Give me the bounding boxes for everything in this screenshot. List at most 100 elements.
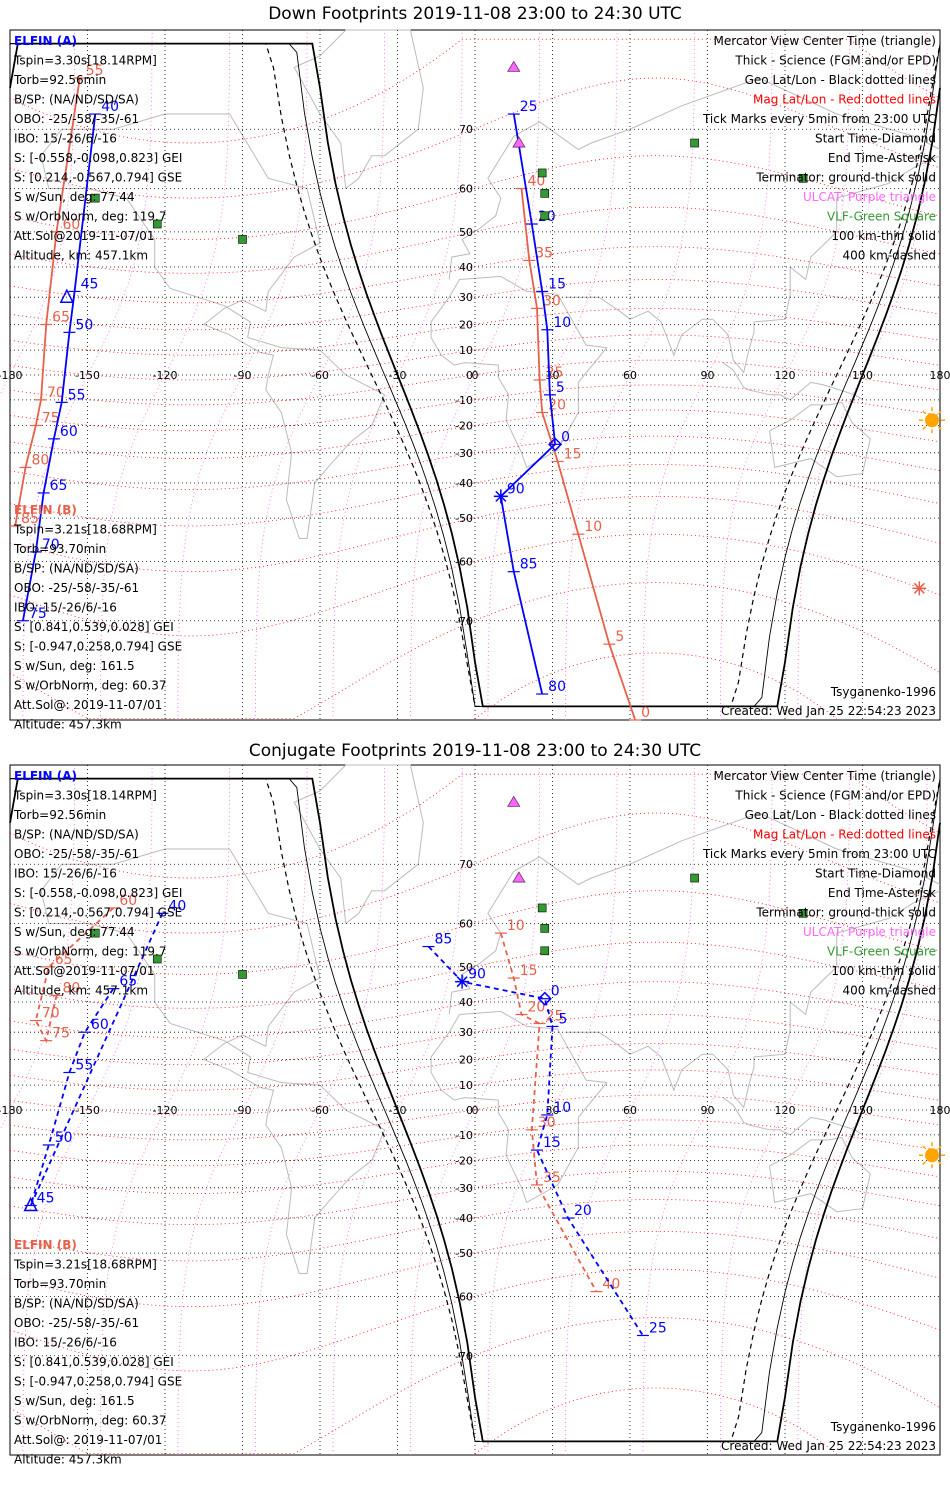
lat-tick-label: -20: [455, 419, 473, 432]
elfin-a-info-line: IBO: 15/-26/6/-16: [14, 867, 117, 881]
mag-lon-line: [410, 29, 540, 721]
elfin-a-info-line: Att.Sol@2019-11-07/01: [14, 964, 155, 978]
vlf-square: [690, 138, 699, 148]
elfin-a-info-line: Altitude, km: 457.1km: [14, 984, 148, 998]
elfin-b-info-line: Tspin=3.21s[18.68RPM]: [13, 1258, 157, 1272]
legend-entry: ULCAT: Purple triangle: [803, 925, 936, 939]
coastline: [40, 113, 386, 539]
elfin-a-track-minute-label: 0: [561, 429, 570, 445]
mag-lat-line: [9, 981, 941, 1039]
sun-icon: [925, 413, 939, 428]
legend-entry: Terminator: ground-thick solid: [755, 171, 936, 185]
mag-lat-line: [9, 1170, 941, 1226]
elfin-a-track-minute-label: 90: [468, 967, 486, 983]
mag-lon-line: [410, 764, 540, 1456]
coastline: [430, 275, 608, 469]
lon-tick-label: 60: [623, 369, 637, 382]
elfin-a-info-line: OBO: -25/-58/-35/-61: [14, 847, 139, 861]
elfin-a-track-minute-label: 85: [520, 557, 538, 573]
lat-tick-label: 30: [459, 1026, 473, 1039]
legend-entry: Start Time-Diamond: [815, 132, 936, 146]
elfin-b-info-line: Altitude: 457.3km: [14, 718, 122, 732]
elfin-b-track-west-minute-label: 65: [55, 952, 73, 968]
lon-tick-label: -120: [153, 369, 178, 382]
elfin-b-track-minute-label: 35: [543, 1170, 561, 1186]
center-triangle-marker: [59, 288, 75, 303]
elfin-b-track-minute-label: 40: [528, 174, 546, 190]
elfin-b-track-minute-label: 10: [507, 918, 525, 934]
elfin-a-info-line: Tspin=3.30s[18.14RPM]: [13, 54, 157, 68]
terminator-400km: [10, 778, 941, 1442]
model-label: Tsyganenko-1996: [830, 685, 936, 699]
lat-tick-label: 60: [459, 918, 473, 931]
mag-lon-line: [642, 29, 773, 721]
elfin-a-info-line: Att.Sol@2019-11-07/01: [14, 229, 155, 243]
elfin-a-info-line: S: [-0.558,-0.098,0.823] GEI: [14, 886, 182, 900]
legend-entry: End Time-Asterisk: [828, 886, 936, 900]
start-diamond-marker: [537, 991, 552, 1006]
elfin-a-track-west-minute-label: 70: [42, 537, 60, 553]
lon-tick-label: 0: [472, 1104, 479, 1117]
mag-lon-line: [487, 29, 618, 721]
down-footprints-map: -70-60-50-40-30-20-10010203040506070-180…: [0, 29, 950, 732]
elfin-a-title: ELFIN (A): [14, 769, 77, 783]
mag-lon-line: [487, 764, 618, 1456]
elfin-b-track-west-minute-label: 85: [21, 511, 39, 527]
lon-tick-label: -150: [75, 1104, 100, 1117]
legend-entry: Tick Marks every 5min from 23:00 UTC: [702, 847, 936, 861]
sun-ray: [922, 410, 927, 415]
elfin-b-track-minute-label: 0: [641, 705, 650, 721]
elfin-a-track-west-minute-label: 40: [168, 898, 186, 914]
elfin-a-info-line: Altitude, km: 457.1km: [14, 249, 148, 263]
vlf-square: [537, 168, 547, 178]
terminator-400km: [10, 43, 941, 707]
mag-lon-line: [565, 764, 695, 1456]
legend-entry: ULCAT: Purple triangle: [803, 190, 936, 204]
lon-tick-label: -180: [0, 369, 22, 382]
lat-tick-label: -10: [455, 394, 473, 407]
coastline: [40, 848, 386, 1274]
start-diamond-marker: [548, 437, 563, 452]
coastline: [769, 401, 871, 478]
elfin-b-track-minute-label: 30: [538, 1115, 556, 1131]
elfin-b-title: ELFIN (B): [14, 503, 77, 517]
elfin-a-title: ELFIN (A): [14, 34, 77, 48]
elfin-a-track-west-minute-label: 40: [101, 99, 119, 115]
elfin-b-track-west-minute-label: 80: [63, 980, 81, 996]
elfin-a-track-minute-label: 15: [543, 1135, 561, 1151]
chart-title-down: Down Footprints 2019-11-08 23:00 to 24:3…: [268, 4, 682, 24]
lon-tick-label: 180: [930, 369, 950, 382]
elfin-a-info-line: Torb=92.56min: [13, 808, 106, 822]
vlf-square: [798, 174, 808, 183]
elfin-a-track-minute-label: 5: [556, 380, 565, 396]
lat-tick-label: 0: [466, 369, 473, 382]
lat-tick-label: -30: [455, 447, 473, 460]
mag-lon-line: [720, 764, 850, 1456]
elfin-a-info-line: S: [-0.558,-0.098,0.823] GEI: [14, 151, 182, 165]
lon-tick-label: -60: [311, 1104, 329, 1117]
elfin-b-title: ELFIN (B): [14, 1238, 77, 1252]
lat-tick-label: 40: [459, 996, 473, 1009]
vlf-square: [152, 219, 162, 229]
mag-lat-line: [9, 1144, 941, 1195]
elfin-b-info-line: IBO: 15/-26/6/-16: [14, 1336, 117, 1350]
elfin-b-info-line: Att.Sol@: 2019-11-07/01: [14, 698, 162, 712]
lat-tick-label: -40: [455, 477, 473, 490]
lat-tick-label: -50: [455, 512, 473, 525]
elfin-b-track-west-minute-label: 65: [52, 310, 70, 326]
lon-tick-label: -90: [234, 369, 252, 382]
elfin-a-track-minute-label: 0: [551, 984, 560, 1000]
elfin-a-track-minute-label: 80: [548, 679, 566, 695]
lat-tick-label: 20: [459, 1054, 473, 1067]
elfin-b-info-line: B/SP: (NA/ND/SD/SA): [14, 562, 139, 576]
mag-lon-line: [797, 29, 928, 721]
mag-lon-line: [22, 29, 153, 721]
lat-tick-label: 0: [466, 1104, 473, 1117]
elfin-a-info-line: B/SP: (NA/ND/SD/SA): [14, 93, 139, 107]
coastline: [430, 1010, 608, 1204]
elfin-a-track-west-minute-label: 55: [68, 387, 86, 403]
elfin-b-info-line: Altitude: 457.3km: [14, 1453, 122, 1467]
vlf-square: [152, 954, 162, 964]
end-asterisk-marker: [913, 582, 925, 594]
conjugate-footprints-map: -70-60-50-40-30-20-10010203040506070-180…: [0, 764, 950, 1467]
